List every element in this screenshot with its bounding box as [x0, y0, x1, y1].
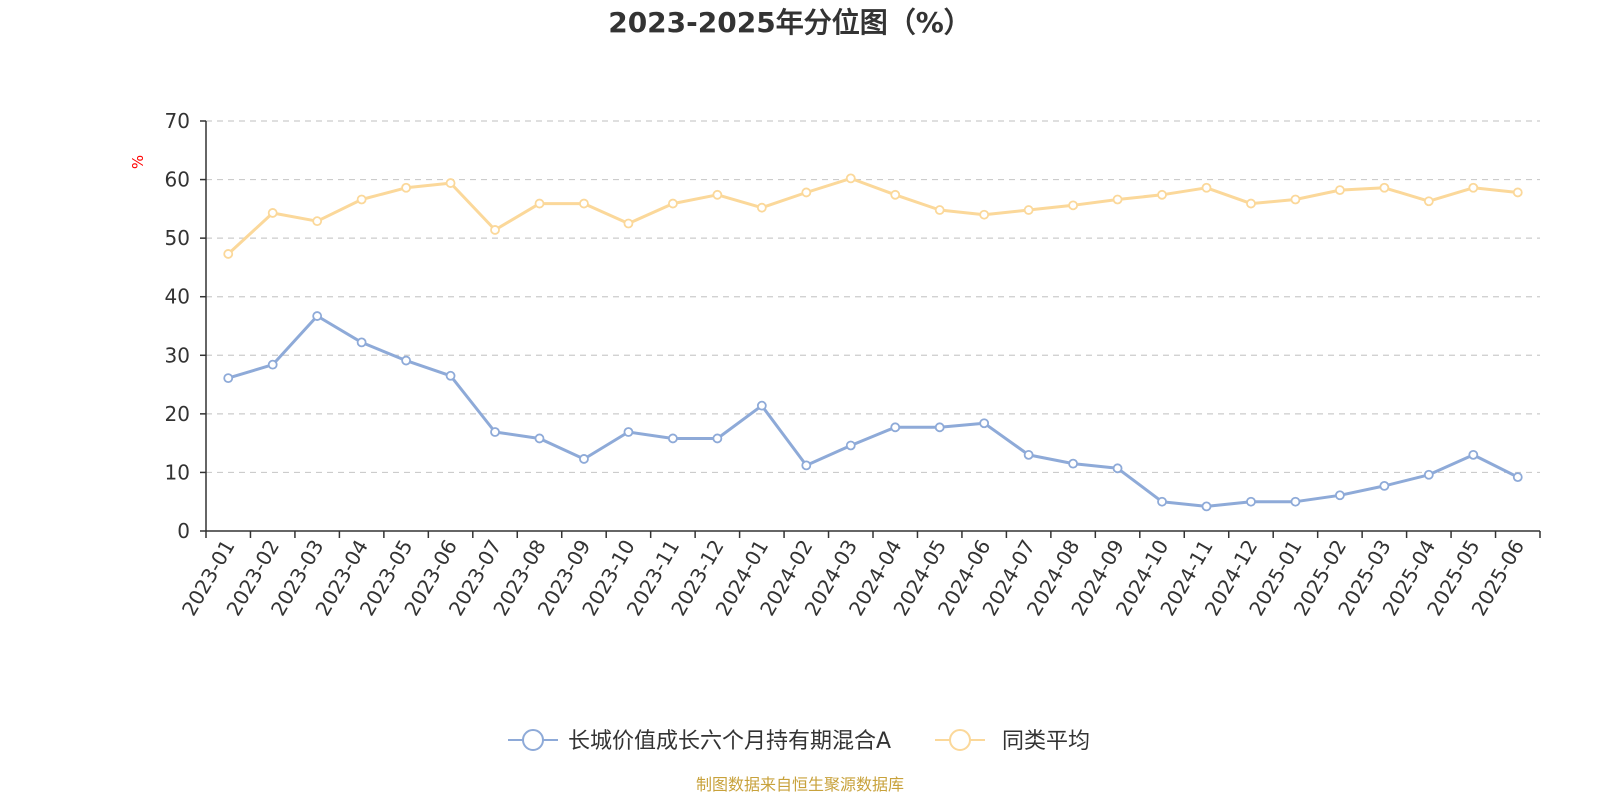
data-point — [490, 225, 500, 235]
y-tick-label: 60 — [165, 168, 190, 192]
y-tick-label: 20 — [165, 402, 190, 426]
data-point — [1068, 458, 1078, 469]
data-point — [712, 433, 723, 444]
data-point — [1112, 194, 1123, 205]
y-tick-label: 50 — [165, 226, 190, 250]
data-point — [801, 460, 812, 471]
axes — [205, 121, 1540, 532]
y-tick-label: 40 — [165, 285, 190, 309]
data-point — [312, 311, 323, 321]
y-tick-label: 0 — [177, 519, 190, 543]
data-point — [1290, 194, 1301, 205]
data-point — [1512, 472, 1523, 483]
data-point — [1068, 200, 1078, 211]
data-point — [845, 440, 856, 451]
data-point — [401, 182, 412, 193]
x-axis-ticks: 2023-012023-022023-032023-042023-052023-… — [177, 531, 1541, 620]
data-point — [1468, 182, 1479, 193]
y-tick-label: 70 — [165, 109, 190, 133]
data-point — [890, 189, 901, 200]
data-point — [801, 187, 812, 198]
data-point — [534, 433, 545, 444]
data-point — [756, 400, 767, 411]
series-0 — [223, 311, 1523, 512]
data-point — [579, 198, 589, 209]
data-point — [845, 173, 856, 184]
data-point — [1468, 449, 1479, 460]
data-point — [1246, 496, 1256, 507]
data-point — [890, 422, 901, 433]
data-point — [534, 198, 545, 209]
legend-label: 同类平均 — [1002, 729, 1090, 754]
data-point — [1379, 480, 1390, 491]
data-point — [1512, 187, 1523, 198]
data-point — [934, 205, 945, 215]
data-point — [267, 208, 278, 218]
data-point — [1201, 501, 1212, 512]
data-point — [1157, 496, 1167, 507]
data-point — [623, 218, 634, 229]
data-point — [312, 216, 323, 227]
grid-lines — [206, 120, 1540, 474]
data-point — [356, 194, 367, 205]
y-axis-ticks: 0 10 20 30 40 50 60 70 — [165, 109, 206, 543]
data-point — [401, 355, 412, 366]
chart-title: 2023-2025年分位图（%） — [608, 6, 972, 39]
data-point — [1379, 182, 1390, 193]
y-tick-label: 30 — [165, 343, 190, 367]
series-line — [226, 176, 1520, 256]
data-point — [1423, 469, 1434, 480]
y-axis-unit: % — [129, 155, 147, 169]
legend-marker — [949, 729, 971, 751]
data-point — [979, 418, 990, 429]
legend-marker — [522, 729, 544, 751]
data-point — [1335, 490, 1345, 501]
data-point — [668, 433, 678, 444]
data-point — [668, 198, 678, 209]
data-point — [934, 422, 945, 433]
data-point — [356, 337, 367, 348]
series-line — [226, 314, 1520, 508]
data-point — [1112, 463, 1123, 474]
data-point — [445, 178, 456, 188]
data-point — [1290, 496, 1301, 507]
data-point — [1023, 449, 1034, 460]
data-point — [979, 209, 990, 220]
data-point — [1157, 189, 1167, 200]
data-point — [623, 427, 634, 437]
data-point — [1201, 182, 1212, 193]
series-1 — [223, 173, 1523, 259]
data-point — [223, 249, 234, 259]
data-point — [223, 373, 234, 384]
source-note: 制图数据来自恒生聚源数据库 — [696, 775, 904, 794]
data-point — [1423, 196, 1434, 207]
data-point — [1023, 205, 1034, 215]
data-point — [712, 189, 723, 200]
legend-label: 长城价值成长六个月持有期混合A — [568, 729, 891, 754]
data-point — [490, 427, 500, 437]
data-point — [445, 370, 456, 381]
data-point — [267, 359, 278, 370]
data-point — [1335, 185, 1345, 196]
series-group — [223, 173, 1523, 512]
y-tick-label: 10 — [165, 460, 190, 484]
data-point — [579, 454, 589, 464]
data-point — [1246, 198, 1256, 209]
data-point — [756, 202, 767, 213]
legend: 长城价值成长六个月持有期混合A 同类平均 — [508, 729, 1090, 754]
